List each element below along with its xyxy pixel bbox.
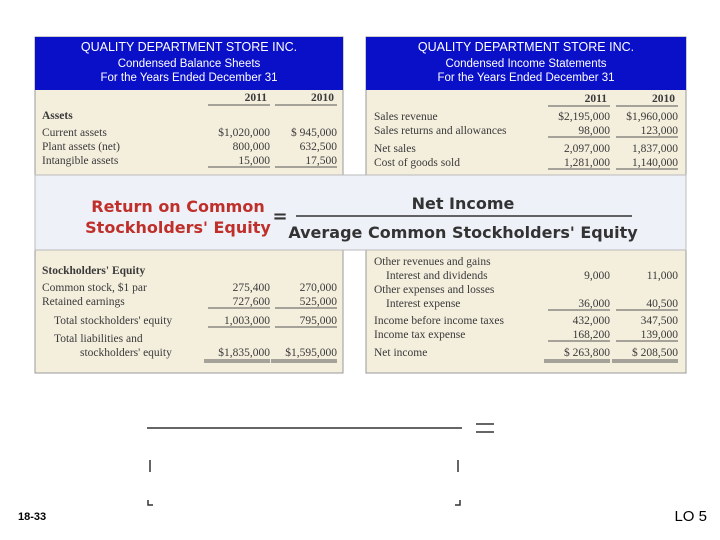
cell-value: 1,281,000 xyxy=(564,157,610,169)
cell-value: 795,000 xyxy=(300,315,338,327)
cell-value: 123,000 xyxy=(641,125,679,137)
row-label: Retained earnings xyxy=(42,296,125,308)
cell-value: 17,500 xyxy=(305,155,337,167)
row-label: Sales returns and allowances xyxy=(374,125,507,137)
cell-value: 1,003,000 xyxy=(224,315,270,327)
equals: = xyxy=(272,206,287,227)
tables: 2011 2010 Assets Current assets $1,020,000 $ … xyxy=(42,92,679,363)
cell-value: 2,097,000 xyxy=(564,143,610,155)
balance-sheet-header xyxy=(35,37,343,90)
slide-number: 18-33 xyxy=(18,511,46,523)
row-label: Total liabilities and xyxy=(54,333,143,345)
period: For the Years Ended December 31 xyxy=(437,72,614,84)
cell-value: 1,837,000 xyxy=(632,143,678,155)
row-label: Other revenues and gains xyxy=(374,256,491,268)
cell-value: 432,000 xyxy=(573,315,611,327)
cell-value: $ 945,000 xyxy=(291,126,337,139)
column-header: 2010 xyxy=(311,92,334,104)
period: For the Years Ended December 31 xyxy=(100,72,277,84)
learning-objective: LO 5 xyxy=(674,508,707,525)
row-label: Cost of goods sold xyxy=(374,157,460,169)
row-label: Common stock, $1 par xyxy=(42,281,147,294)
row-label: Sales revenue xyxy=(374,111,438,123)
row-label: Net income xyxy=(374,347,427,359)
row-label: Interest and dividends xyxy=(386,270,488,282)
row-label: Income before income taxes xyxy=(374,315,504,327)
cell-value: 9,000 xyxy=(584,270,610,282)
cell-value: $2,195,000 xyxy=(558,110,610,123)
denominator: Average Common Stockholders' Equity xyxy=(288,223,638,242)
column-header: 2010 xyxy=(652,93,675,105)
row-label: Total stockholders' equity xyxy=(54,315,172,327)
row-label: Intangible assets xyxy=(42,155,119,167)
row-label: Other expenses and losses xyxy=(374,284,495,296)
cell-value: 347,500 xyxy=(641,315,679,327)
partial-formula xyxy=(147,423,494,506)
cell-value: $1,835,000 xyxy=(218,346,270,359)
row-label: Plant assets (net) xyxy=(42,141,120,153)
cell-value: 632,500 xyxy=(300,141,338,153)
subtitle: Condensed Balance Sheets xyxy=(118,58,261,70)
column-header: 2011 xyxy=(245,92,268,104)
row-label: Net sales xyxy=(374,143,416,155)
cell-value: 98,000 xyxy=(578,125,610,137)
subtitle: Condensed Income Statements xyxy=(445,58,606,70)
cell-value: 168,200 xyxy=(573,329,611,341)
numerator: Net Income xyxy=(412,194,515,213)
cell-value: 275,400 xyxy=(233,282,271,294)
cell-value: $1,020,000 xyxy=(218,126,270,139)
row-label: Income tax expense xyxy=(374,329,465,341)
cell-value: 800,000 xyxy=(233,141,271,153)
column-header: 2011 xyxy=(585,93,608,105)
formula-name: Return on Common xyxy=(91,197,264,216)
cell-value: 36,000 xyxy=(578,298,610,310)
cell-value: 15,000 xyxy=(238,155,270,167)
cell-value: $ 208,500 xyxy=(632,346,678,359)
row-label: Stockholders' Equity xyxy=(42,265,145,277)
row-label: Interest expense xyxy=(386,298,460,310)
title: QUALITY DEPARTMENT STORE INC. xyxy=(418,40,634,54)
cell-value: 139,000 xyxy=(641,329,679,341)
formula-box xyxy=(34,174,687,251)
cell-value: 1,140,000 xyxy=(632,157,678,169)
row-label: Current assets xyxy=(42,127,107,139)
cell-value: $1,960,000 xyxy=(626,110,678,123)
cell-value: 40,500 xyxy=(646,298,678,310)
income-statement-header xyxy=(366,37,686,90)
formula-name: Stockholders' Equity xyxy=(85,218,271,237)
cell-value: 525,000 xyxy=(300,296,338,308)
row-label: stockholders' equity xyxy=(80,347,172,359)
cell-value: 727,600 xyxy=(233,296,271,308)
cell-value: 11,000 xyxy=(647,270,678,282)
cell-value: $ 263,800 xyxy=(564,346,610,359)
title: QUALITY DEPARTMENT STORE INC. xyxy=(81,40,297,54)
cell-value: $1,595,000 xyxy=(285,346,337,359)
row-label: Assets xyxy=(42,110,73,122)
cell-value: 270,000 xyxy=(300,282,338,294)
